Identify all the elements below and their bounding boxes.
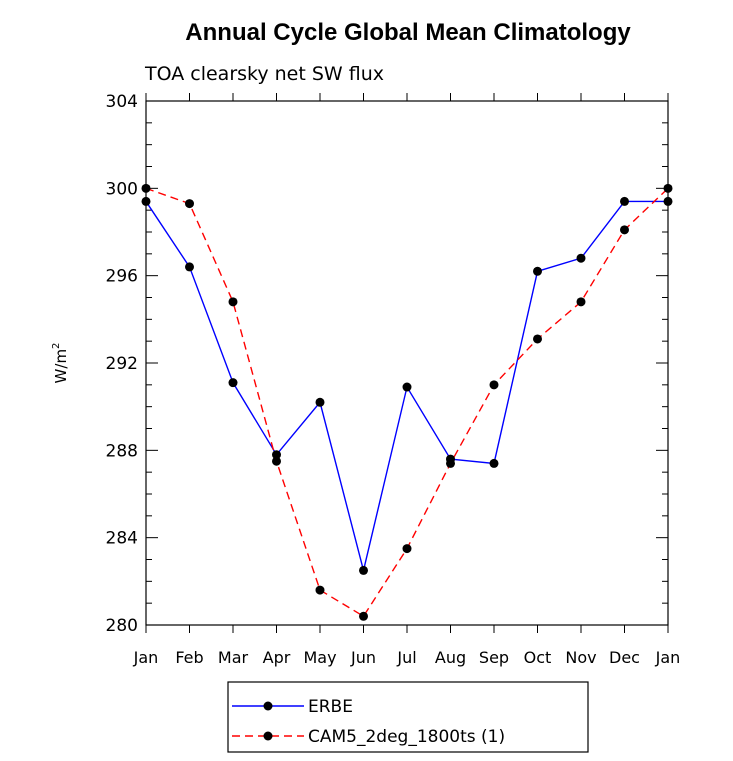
series-1-point xyxy=(402,382,412,392)
series-1-point xyxy=(489,458,499,468)
x-tick-label: May xyxy=(303,648,336,667)
series-2-point xyxy=(533,334,542,344)
series-1-point xyxy=(185,262,194,272)
x-tick-label: Jul xyxy=(396,648,416,667)
x-tick-label: Jun xyxy=(350,648,376,667)
x-tick-label: Dec xyxy=(609,648,640,667)
y-tick-label: 284 xyxy=(106,529,138,549)
series-2-point xyxy=(315,585,325,595)
series-1-point xyxy=(576,253,586,263)
x-tick-label: Feb xyxy=(175,648,203,667)
y-axis-label-superscript: 2 xyxy=(51,343,62,349)
series-2-point xyxy=(663,183,673,193)
series-1-point xyxy=(272,450,281,460)
y-tick-label: 280 xyxy=(106,616,138,636)
series-1-point xyxy=(620,196,629,206)
series-2-point xyxy=(620,225,629,235)
x-tick-label: Sep xyxy=(479,648,509,667)
x-tick-label: Mar xyxy=(218,648,249,667)
series-2-point xyxy=(402,544,412,554)
chart-title: Annual Cycle Global Mean Climatology xyxy=(185,19,631,46)
y-tick-label: 296 xyxy=(106,267,138,287)
y-tick-label: 300 xyxy=(106,179,138,199)
y-axis: 280 284 288 292 296 300 304 xyxy=(106,92,668,636)
series-2-point xyxy=(228,297,238,307)
chart-subtitle: TOA clearsky net SW flux xyxy=(144,63,384,85)
x-tick-label: Apr xyxy=(263,648,291,667)
series-1-point xyxy=(315,397,325,407)
series-2-point xyxy=(489,380,499,390)
legend-items: ERBE CAM5_2deg_1800ts (1) xyxy=(232,697,505,747)
x-tick-label: Jan xyxy=(133,648,159,667)
y-axis-label-text: W/m xyxy=(52,349,70,384)
series-layer xyxy=(141,183,673,621)
series-2-point xyxy=(141,183,151,193)
series-2-point xyxy=(359,611,368,621)
legend-label-2: CAM5_2deg_1800ts (1) xyxy=(308,727,505,747)
y-tick-label: 304 xyxy=(106,92,138,112)
series-2-point xyxy=(272,456,281,466)
y-tick-label: 288 xyxy=(106,441,138,461)
legend-label-1: ERBE xyxy=(308,697,353,717)
series-1-point xyxy=(141,196,151,206)
series-2-point xyxy=(446,458,455,468)
x-tick-label: Jan xyxy=(655,648,681,667)
legend-marker-2 xyxy=(263,731,273,741)
legend-marker-1 xyxy=(263,701,273,711)
series-1-point xyxy=(533,266,542,276)
x-tick-label: Nov xyxy=(565,648,596,667)
series-1-point xyxy=(359,565,368,575)
x-tick-label: Aug xyxy=(435,648,466,667)
x-axis: Jan Feb Mar Apr May Jun Jul Aug Sep Oct Nov Dec Jan xyxy=(133,93,681,667)
series-1-point xyxy=(228,378,238,388)
legend xyxy=(227,681,589,753)
y-tick-label: 292 xyxy=(106,354,138,374)
series-1-point xyxy=(663,196,673,206)
y-axis-label: W/m2 xyxy=(51,343,70,384)
series-2-point xyxy=(185,199,194,209)
x-tick-label: Oct xyxy=(524,648,552,667)
series-2-point xyxy=(576,297,586,307)
